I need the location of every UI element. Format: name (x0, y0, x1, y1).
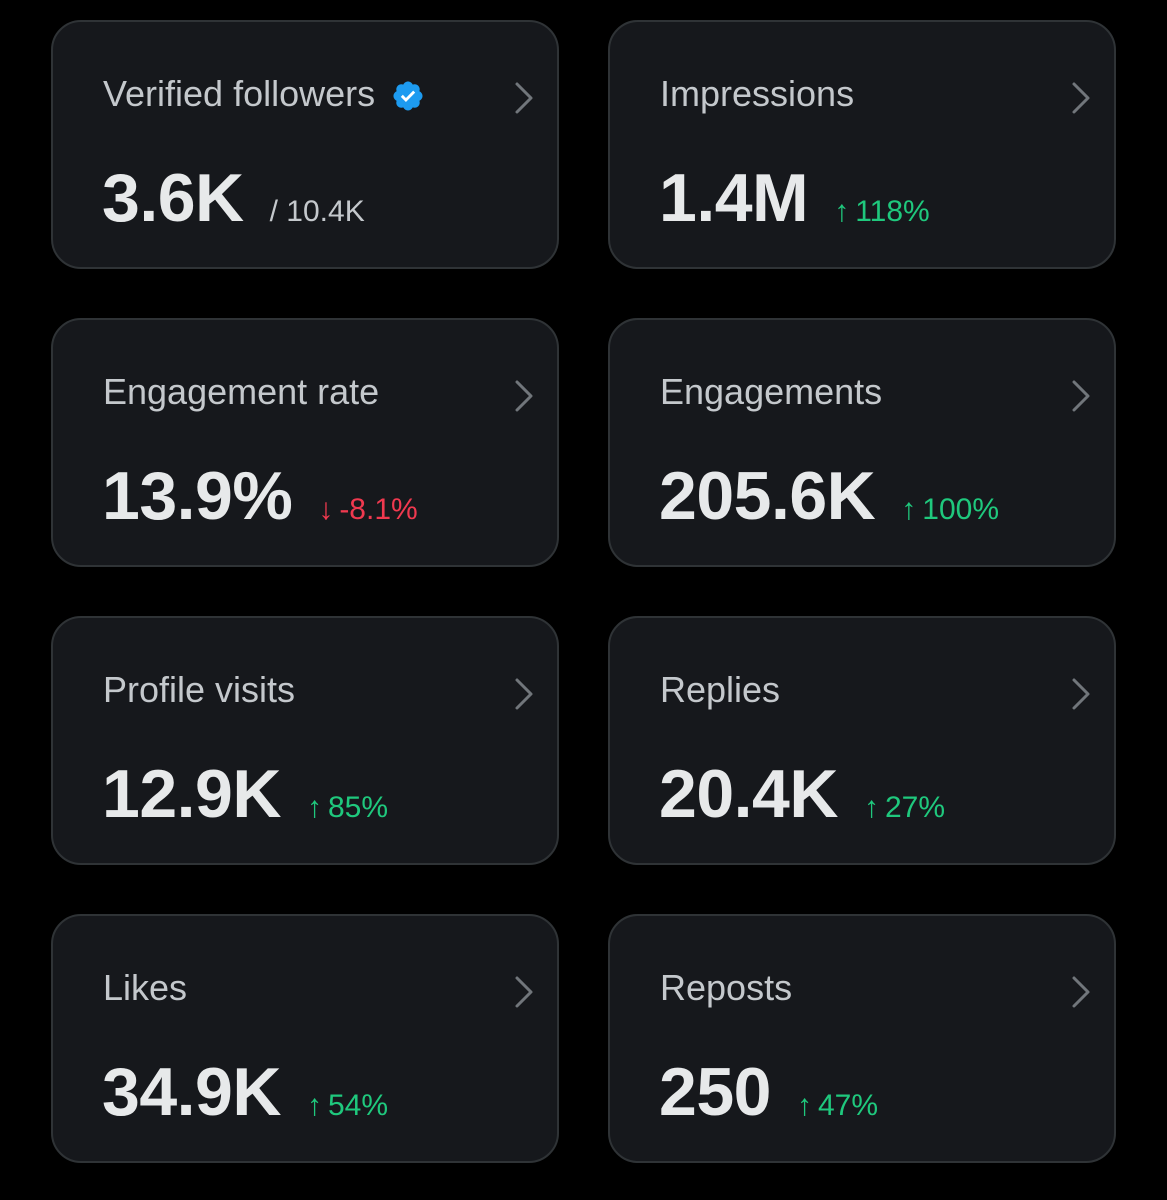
metric-value: 250 (659, 1054, 771, 1130)
card-engagement-rate[interactable]: Engagement rate 13.9% ↓ -8.1% (51, 318, 559, 567)
arrow-up-icon: ↑ (306, 791, 322, 824)
metric-total: / 10.4K (269, 195, 365, 228)
metric-value: 205.6K (659, 458, 876, 534)
delta-badge: ↑ 100% (901, 493, 999, 527)
card-engagements[interactable]: Engagements 205.6K ↑ 100% (608, 318, 1116, 567)
chevron-right-icon[interactable] (1070, 974, 1092, 1010)
card-likes[interactable]: Likes 34.9K ↑ 54% (51, 914, 559, 1163)
delta-value: 118% (855, 195, 930, 228)
card-reposts[interactable]: Reposts 250 ↑ 47% (608, 914, 1116, 1163)
metric-value: 13.9% (102, 458, 293, 534)
metric-value: 1.4M (659, 160, 809, 236)
delta-value: -8.1% (339, 493, 418, 526)
card-title: Replies (660, 668, 780, 712)
card-profile-visits[interactable]: Profile visits 12.9K ↑ 85% (51, 616, 559, 865)
card-title: Verified followers (103, 72, 425, 116)
arrow-up-icon: ↑ (863, 791, 879, 824)
metric-value: 12.9K (102, 756, 281, 832)
arrow-up-icon: ↑ (901, 493, 917, 526)
card-title-label: Replies (660, 669, 781, 710)
card-title-label: Engagements (660, 371, 883, 412)
metric-value: 20.4K (659, 756, 838, 832)
delta-badge: ↑ 85% (307, 791, 388, 825)
delta-value: 27% (884, 791, 946, 824)
card-title: Engagement rate (103, 370, 379, 414)
card-verified-followers[interactable]: Verified followers 3.6K / 10.4K (51, 20, 559, 269)
chevron-right-icon[interactable] (513, 378, 535, 414)
metric-row: 1.4M ↑ 118% (659, 158, 930, 238)
card-title-label: Likes (103, 967, 188, 1008)
analytics-card-grid: Verified followers 3.6K / 10.4K Impressi… (51, 20, 1116, 1163)
card-title-label: Reposts (660, 967, 793, 1008)
card-title: Likes (103, 966, 187, 1010)
delta-value: 47% (817, 1089, 879, 1122)
delta-badge: ↑ 54% (307, 1089, 388, 1123)
metric-row: 12.9K ↑ 85% (102, 754, 388, 834)
card-replies[interactable]: Replies 20.4K ↑ 27% (608, 616, 1116, 865)
metric-value: 34.9K (102, 1054, 281, 1130)
metric-row: 205.6K ↑ 100% (659, 456, 999, 536)
metric-row: 34.9K ↑ 54% (102, 1052, 388, 1132)
arrow-down-icon: ↓ (318, 493, 334, 526)
chevron-right-icon[interactable] (513, 676, 535, 712)
delta-badge: ↑ 47% (797, 1089, 878, 1123)
delta-value: 85% (327, 791, 389, 824)
metric-row: 13.9% ↓ -8.1% (102, 456, 418, 536)
card-title: Engagements (660, 370, 882, 414)
metric-row: 3.6K / 10.4K (102, 158, 365, 238)
delta-badge: ↑ 27% (864, 791, 945, 825)
chevron-right-icon[interactable] (513, 80, 535, 116)
delta-value: 54% (327, 1089, 389, 1122)
chevron-right-icon[interactable] (1070, 676, 1092, 712)
chevron-right-icon[interactable] (1070, 80, 1092, 116)
delta-badge: ↑ 118% (834, 195, 930, 229)
card-title: Reposts (660, 966, 792, 1010)
metric-row: 250 ↑ 47% (659, 1052, 878, 1132)
verified-badge-icon (391, 79, 425, 113)
card-title-label: Profile visits (103, 669, 296, 710)
arrow-up-icon: ↑ (306, 1089, 322, 1122)
card-title: Impressions (660, 72, 854, 116)
arrow-up-icon: ↑ (834, 195, 850, 228)
delta-badge: ↓ -8.1% (318, 493, 417, 527)
card-title-label: Verified followers (103, 73, 376, 114)
card-title-label: Impressions (660, 73, 855, 114)
metric-row: 20.4K ↑ 27% (659, 754, 945, 834)
chevron-right-icon[interactable] (1070, 378, 1092, 414)
card-title-label: Engagement rate (103, 371, 380, 412)
chevron-right-icon[interactable] (513, 974, 535, 1010)
card-title: Profile visits (103, 668, 295, 712)
metric-value: 3.6K (102, 160, 244, 236)
card-impressions[interactable]: Impressions 1.4M ↑ 118% (608, 20, 1116, 269)
delta-value: 100% (922, 493, 1000, 526)
arrow-up-icon: ↑ (796, 1089, 812, 1122)
